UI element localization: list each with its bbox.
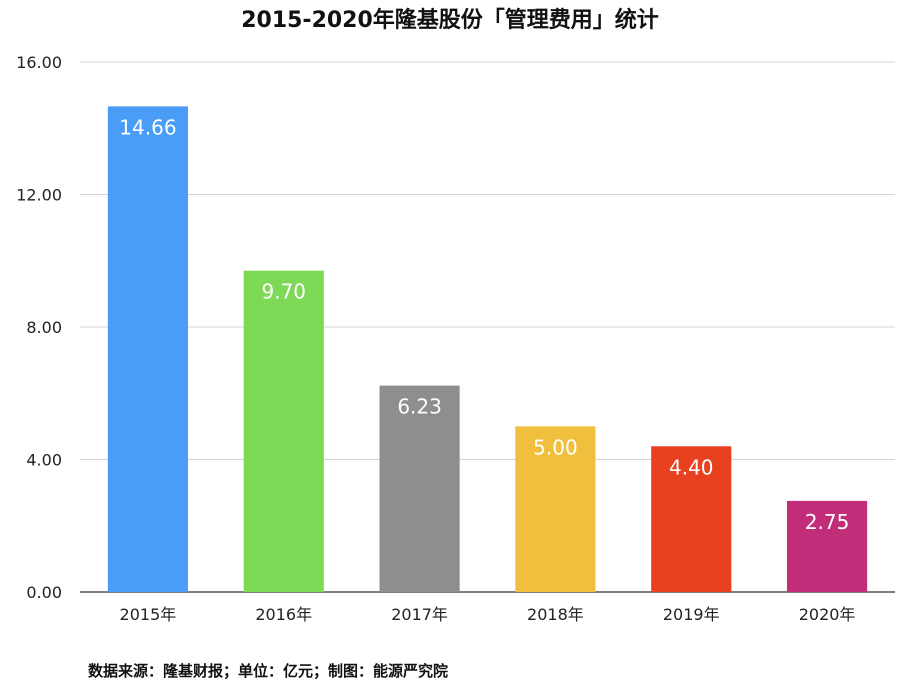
y-tick-label: 12.00 xyxy=(16,186,62,205)
bar-2019年 xyxy=(651,446,732,592)
y-axis-ticks: 0.00 4.00 8.00 12.00 16.00 xyxy=(16,53,62,602)
bar-value-label: 5.00 xyxy=(533,435,578,459)
bar-2015年 xyxy=(107,106,188,592)
bar-2018年 xyxy=(515,426,596,592)
bar-value-label: 4.40 xyxy=(669,455,714,479)
y-tick-label: 4.00 xyxy=(26,451,62,470)
y-tick-label: 8.00 xyxy=(26,318,62,337)
bars xyxy=(107,106,868,592)
x-axis-ticks: 2015年 2016年 2017年 2018年 2019年 2020年 xyxy=(120,605,856,624)
x-tick-label: 2019年 xyxy=(663,605,720,624)
y-tick-label: 0.00 xyxy=(26,583,62,602)
y-tick-label: 16.00 xyxy=(16,53,62,72)
bar-2020年 xyxy=(787,500,868,592)
x-tick-label: 2016年 xyxy=(255,605,312,624)
bar-value-label: 6.23 xyxy=(397,395,442,419)
bar-2016年 xyxy=(243,270,324,592)
bar-value-label: 2.75 xyxy=(805,510,850,534)
bar-value-label: 14.66 xyxy=(119,115,176,139)
bar-2017年 xyxy=(379,385,460,592)
chart-title: 2015-2020年隆基股份「管理费用」统计 xyxy=(241,8,659,33)
gridlines xyxy=(80,61,895,593)
x-tick-label: 2015年 xyxy=(120,605,177,624)
x-tick-label: 2018年 xyxy=(527,605,584,624)
x-tick-label: 2017年 xyxy=(391,605,448,624)
bar-value-labels: 14.66 9.70 6.23 5.00 4.40 2.75 xyxy=(119,115,849,534)
source-note: 数据来源：隆基财报；单位：亿元；制图：能源严究院 xyxy=(88,662,449,680)
x-tick-label: 2020年 xyxy=(799,605,856,624)
bar-value-label: 9.70 xyxy=(261,280,306,304)
